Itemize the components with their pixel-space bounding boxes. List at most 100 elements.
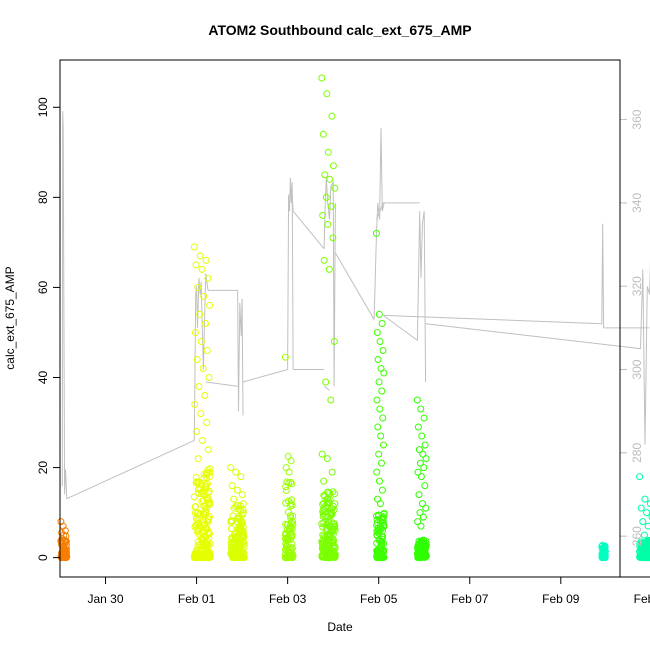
data-point-outlier (375, 378, 383, 386)
data-point (202, 533, 210, 541)
data-point-outlier (206, 301, 214, 309)
data-point-outlier (378, 320, 386, 327)
data-point-outlier (326, 175, 334, 183)
data-point-outlier (191, 329, 199, 336)
data-point-outlier (318, 450, 326, 458)
secondary-line-segment-15 (416, 211, 427, 383)
secondary-line-segment-4 (205, 381, 238, 387)
data-point (326, 496, 334, 504)
secondary-line-segment-6 (287, 177, 294, 370)
data-point-outlier (379, 347, 387, 354)
data-point (282, 531, 290, 539)
data-point-outlier (228, 482, 236, 490)
data-point (288, 480, 296, 488)
data-point-outlier (417, 405, 425, 413)
data-point-outlier (200, 292, 208, 300)
data-point (191, 550, 199, 558)
y-tick-label: 80 (36, 190, 50, 204)
series-5 (372, 229, 388, 562)
data-point (285, 508, 292, 516)
data-point-outlier (378, 387, 386, 395)
data-point-outlier (417, 522, 425, 530)
data-point (60, 545, 68, 553)
data-point (282, 487, 290, 494)
data-point (374, 554, 382, 562)
data-point (193, 554, 201, 562)
data-point (289, 512, 297, 520)
data-point (234, 515, 242, 523)
data-point-outlier (232, 468, 240, 476)
y2-tick-label: 320 (630, 276, 644, 296)
data-point (235, 534, 242, 542)
data-point (319, 513, 327, 520)
data-point (377, 525, 385, 533)
y-tick-label: 100 (36, 97, 50, 117)
secondary-line-segment-0 (61, 111, 68, 499)
data-point-outlier (376, 405, 384, 413)
data-point-outlier (191, 401, 199, 408)
data-point (236, 535, 244, 543)
series-7 (598, 541, 609, 562)
data-point (379, 519, 387, 527)
data-point-outlier (416, 459, 424, 467)
data-point (325, 517, 333, 525)
data-point (282, 499, 290, 507)
data-point-outlier (194, 455, 202, 463)
data-point-outlier (418, 500, 426, 508)
data-point (325, 497, 333, 505)
data-point-outlier (421, 482, 429, 490)
data-point (191, 509, 199, 517)
data-point (239, 554, 247, 562)
data-point-outlier (641, 495, 649, 503)
data-point (240, 540, 248, 548)
data-point-outlier (192, 261, 200, 269)
data-point-outlier (194, 283, 202, 291)
data-point-outlier (323, 90, 331, 98)
data-point-outlier (420, 464, 428, 472)
secondary-line-segment-13 (375, 202, 420, 220)
data-point (320, 491, 328, 499)
data-point-outlier (238, 491, 246, 499)
data-point (284, 521, 292, 529)
data-point-outlier (320, 477, 328, 485)
data-point-outlier (205, 374, 213, 381)
data-point (204, 552, 212, 560)
data-point-outlier (322, 193, 330, 201)
secondary-line-segment-16 (383, 314, 602, 325)
data-point (232, 546, 240, 554)
data-point-outlier (417, 473, 425, 481)
data-point-outlier (61, 527, 69, 535)
data-point-outlier (322, 378, 330, 386)
data-point-outlier (237, 473, 245, 481)
y2-tick-label: 360 (630, 109, 644, 129)
data-point-outlier (320, 256, 328, 264)
data-point (238, 519, 246, 527)
data-point (323, 552, 331, 559)
data-point (232, 503, 240, 511)
data-point-outlier (281, 353, 289, 361)
data-point-outlier (422, 455, 430, 463)
data-point-outlier (330, 338, 338, 345)
data-point-outlier (203, 347, 211, 354)
data-point-outlier (639, 518, 647, 526)
data-point-outlier (324, 148, 332, 156)
data-point (326, 546, 334, 554)
data-point-outlier (196, 252, 204, 260)
data-point (232, 549, 240, 557)
data-point-outlier (419, 450, 427, 458)
data-point-outlier (644, 522, 650, 530)
series-0 (57, 518, 71, 562)
data-point (323, 532, 331, 540)
data-point (373, 527, 381, 535)
data-point-outlier (375, 310, 383, 318)
secondary-line-segment-3 (208, 289, 244, 416)
data-point-outlier (319, 211, 327, 219)
data-point-outlier (193, 356, 201, 363)
data-point (194, 520, 201, 528)
data-point-outlier (374, 356, 382, 363)
secondary-line-segment-20 (640, 261, 650, 445)
secondary-line-segment-8 (291, 194, 325, 250)
data-point-outlier (418, 432, 426, 440)
data-point-outlier (414, 423, 422, 431)
data-point (200, 490, 208, 498)
